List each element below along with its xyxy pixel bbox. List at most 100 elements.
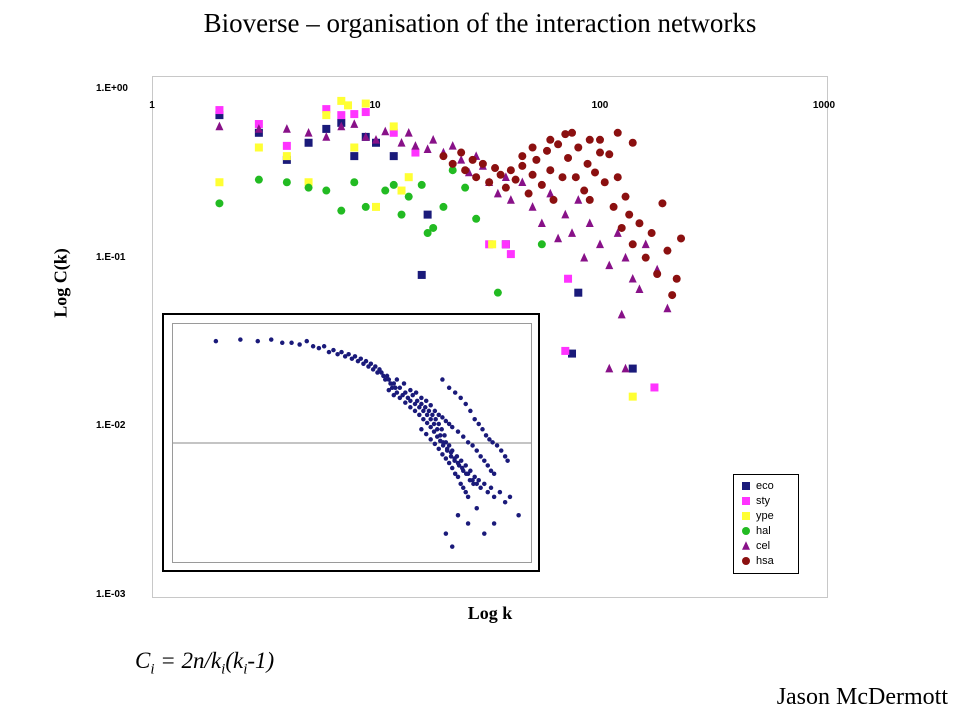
inset-data-point: [449, 424, 455, 430]
inset-data-point: [326, 349, 332, 355]
inset-data-point: [448, 450, 454, 455]
inset-data-point: [440, 452, 445, 457]
inset-data-point: [443, 418, 449, 424]
inset-data-point: [436, 412, 442, 418]
inset-data-point: [463, 471, 469, 476]
inset-data-point: [491, 471, 497, 476]
inset-data-point: [391, 381, 397, 386]
legend-marker-icon: [742, 527, 750, 535]
inset-data-point: [394, 390, 400, 395]
inset-data-point: [502, 499, 508, 505]
inset-data-point: [498, 448, 504, 453]
inset-data-point: [455, 474, 461, 480]
inset-data-point: [423, 431, 429, 437]
inset-data-point: [474, 448, 479, 453]
inset-data-point: [213, 338, 219, 344]
legend-item-ype: ype: [741, 509, 774, 523]
inset-data-point: [446, 443, 452, 448]
legend-marker-icon: [742, 541, 750, 550]
legend-marker-hsa: [742, 557, 750, 565]
inset-data-point: [310, 344, 316, 349]
inset-data-point: [401, 381, 407, 386]
inset-data-point: [463, 401, 468, 407]
inset-data-point: [502, 454, 508, 459]
inset-data-point: [436, 421, 442, 427]
inset-data-point: [408, 387, 413, 393]
inset-data-point: [397, 385, 403, 391]
legend-label: eco: [756, 480, 774, 492]
legend-marker-icon: [742, 482, 750, 490]
inset-data-point: [471, 481, 476, 487]
inset-data-point: [516, 512, 521, 518]
inset-data-point: [448, 454, 454, 459]
inset-data-point: [463, 489, 468, 495]
legend-marker-cel: [742, 541, 750, 550]
inset-data-point: [491, 494, 497, 500]
inset-data-point: [455, 429, 461, 434]
inset-data-point: [470, 443, 475, 448]
legend-label: sty: [756, 495, 771, 507]
inset-data-point: [480, 427, 485, 432]
inset-data-point: [424, 412, 430, 418]
inset-data-point: [444, 446, 450, 452]
inset-data-point: [442, 433, 447, 438]
inset-data-point: [478, 485, 483, 491]
legend-item-sty: sty: [741, 494, 770, 508]
inset-data-point: [388, 381, 393, 386]
inset-data-point: [505, 458, 510, 463]
inset-data-point: [412, 401, 418, 407]
inset-data-point: [280, 340, 285, 346]
author-name: Jason McDermott: [776, 684, 948, 710]
inset-data-point: [463, 463, 468, 468]
inset-data-point: [438, 438, 443, 444]
formula-sub: i: [221, 661, 226, 678]
inset-data-point: [465, 440, 471, 445]
inset-data-point: [488, 468, 494, 474]
inset-data-point: [391, 392, 397, 398]
inset-data-point: [335, 351, 340, 357]
inset-data-point: [449, 465, 455, 471]
inset-data-point: [440, 443, 446, 448]
inset-data-point: [393, 385, 398, 391]
formula-part: = 2n/k: [154, 648, 222, 673]
inset-data-point: [468, 468, 473, 474]
slide-title: Bioverse – organisation of the interacti…: [203, 8, 757, 38]
x-tick-label: 1: [149, 100, 155, 111]
formula-c: C: [135, 648, 151, 673]
inset-data-point: [461, 434, 466, 439]
inset-data-point: [358, 356, 364, 361]
plot-frame: [152, 76, 828, 598]
inset-data-point: [321, 344, 327, 349]
inset-data-point: [476, 477, 481, 483]
inset-data-point: [381, 373, 386, 379]
inset-plot: [162, 313, 540, 572]
x-tick-label: 100: [591, 100, 609, 111]
inset-data-point: [383, 377, 388, 382]
inset-data-point: [423, 405, 428, 410]
inset-data-point: [386, 387, 392, 393]
inset-data-point: [379, 370, 384, 375]
inset-data-point: [430, 412, 435, 418]
inset-data-point: [436, 446, 442, 452]
inset-data-point: [485, 463, 491, 468]
inset-data-point: [368, 361, 374, 367]
inset-data-point: [472, 474, 477, 480]
legend-item-eco: eco: [741, 479, 774, 493]
inset-data-point: [349, 356, 355, 361]
inset-data-point: [373, 364, 378, 369]
inset-data-point: [238, 337, 243, 342]
inset-data-point: [426, 408, 432, 414]
legend-label: hsa: [756, 555, 774, 567]
inset-data-point: [482, 531, 487, 536]
inset-data-point: [458, 395, 463, 401]
inset-data-point: [304, 338, 310, 344]
inset-data-point: [419, 427, 424, 432]
inset-data-point: [342, 354, 348, 359]
inset-data-point: [476, 421, 481, 427]
inset-data-point: [491, 521, 497, 526]
x-tick-label: 10: [369, 100, 381, 111]
inset-data-point: [443, 440, 449, 445]
legend-item-hsa: hsa: [741, 554, 774, 568]
inset-data-point: [488, 485, 494, 491]
inset-data-point: [331, 347, 336, 353]
